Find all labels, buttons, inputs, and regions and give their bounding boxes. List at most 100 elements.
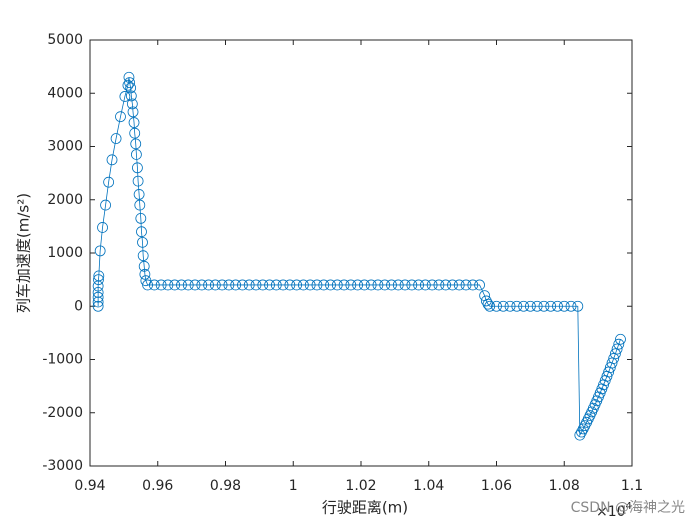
data-point	[482, 298, 494, 310]
data-point	[538, 300, 550, 312]
data-point	[511, 300, 523, 312]
data-point	[103, 176, 115, 188]
data-point	[139, 268, 151, 280]
y-tick-label: 3000	[47, 139, 83, 155]
data-point	[122, 79, 134, 91]
data-point	[125, 82, 137, 94]
data-point	[132, 175, 144, 187]
x-tick-label: 1.06	[481, 478, 512, 494]
data-point	[223, 279, 235, 291]
watermark: CSDN @海神之光	[571, 500, 685, 516]
data-point	[162, 279, 174, 291]
data-point	[110, 133, 122, 144]
y-tick-label: -2000	[42, 405, 83, 421]
data-point	[318, 279, 330, 291]
data-point	[453, 279, 465, 291]
y-tick-label: 0	[74, 298, 83, 314]
data-point	[93, 274, 104, 286]
x-tick-label: 1	[289, 478, 298, 494]
data-point	[189, 279, 201, 291]
data-point	[558, 300, 570, 312]
data-point	[92, 291, 104, 303]
data-point	[277, 279, 289, 291]
data-point	[545, 300, 557, 312]
data-point	[352, 279, 364, 291]
data-point	[264, 279, 275, 291]
data-point	[474, 279, 485, 291]
data-point	[196, 279, 208, 291]
data-point	[131, 149, 142, 160]
data-point	[291, 279, 303, 291]
data-point	[345, 279, 357, 291]
data-point	[447, 279, 458, 291]
data-point	[250, 279, 262, 291]
data-point	[106, 154, 118, 166]
data-point	[136, 226, 147, 238]
plot-frame	[89, 39, 633, 467]
data-point	[155, 279, 167, 291]
data-point	[115, 111, 126, 123]
data-point	[203, 279, 214, 291]
data-point	[615, 333, 626, 345]
y-tick-label: 1000	[47, 245, 83, 261]
data-point	[433, 279, 445, 291]
data-point	[611, 343, 623, 355]
data-point	[480, 295, 492, 307]
data-point	[379, 279, 391, 291]
data-point	[613, 338, 625, 350]
data-point	[518, 300, 529, 312]
data-point	[127, 106, 139, 118]
data-point	[392, 279, 404, 291]
data-point	[610, 348, 621, 360]
data-point	[419, 279, 431, 291]
data-point	[386, 279, 397, 291]
y-tick-label: 5000	[47, 32, 83, 48]
x-tick-label: 0.96	[142, 478, 173, 494]
data-point	[365, 279, 377, 291]
data-point	[372, 279, 384, 291]
data-point	[129, 127, 141, 139]
data-point	[119, 91, 131, 102]
x-tick-label: 1.08	[549, 478, 580, 494]
data-point	[130, 138, 142, 150]
data-point	[325, 279, 336, 291]
data-point	[243, 279, 255, 291]
x-tick-label: 0.94	[74, 478, 105, 494]
data-point	[524, 300, 536, 312]
data-point	[467, 279, 479, 291]
data-point	[413, 279, 424, 291]
data-point	[182, 279, 194, 291]
data-point	[92, 300, 104, 312]
data-point	[311, 279, 323, 291]
data-point	[142, 279, 153, 291]
data-point	[270, 279, 282, 291]
data-point	[572, 300, 584, 312]
data-point	[148, 279, 160, 291]
data-point	[399, 279, 411, 291]
data-point	[284, 279, 296, 291]
data-point	[138, 260, 150, 272]
data-point	[426, 279, 438, 291]
x-tick-label: 1.02	[345, 478, 376, 494]
data-point	[552, 300, 563, 312]
data-point	[124, 77, 136, 88]
y-tick-label: -1000	[42, 352, 83, 368]
data-point	[606, 357, 618, 369]
data-point	[237, 279, 248, 291]
data-point	[209, 279, 221, 291]
data-point	[358, 279, 370, 291]
y-tick-label: 2000	[47, 192, 83, 208]
x-exponent: ×104	[596, 501, 632, 520]
data-point	[169, 279, 181, 291]
data-point	[608, 353, 620, 364]
data-point	[531, 300, 543, 312]
x-tick-label: 0.98	[210, 478, 241, 494]
data-point	[257, 279, 269, 291]
data-point	[134, 199, 146, 211]
y-tick-label: -3000	[42, 458, 83, 474]
x-exponent-base: ×10	[596, 504, 626, 520]
data-point	[137, 250, 149, 262]
data-point	[128, 117, 140, 128]
x-tick-label: 1.1	[621, 478, 643, 494]
